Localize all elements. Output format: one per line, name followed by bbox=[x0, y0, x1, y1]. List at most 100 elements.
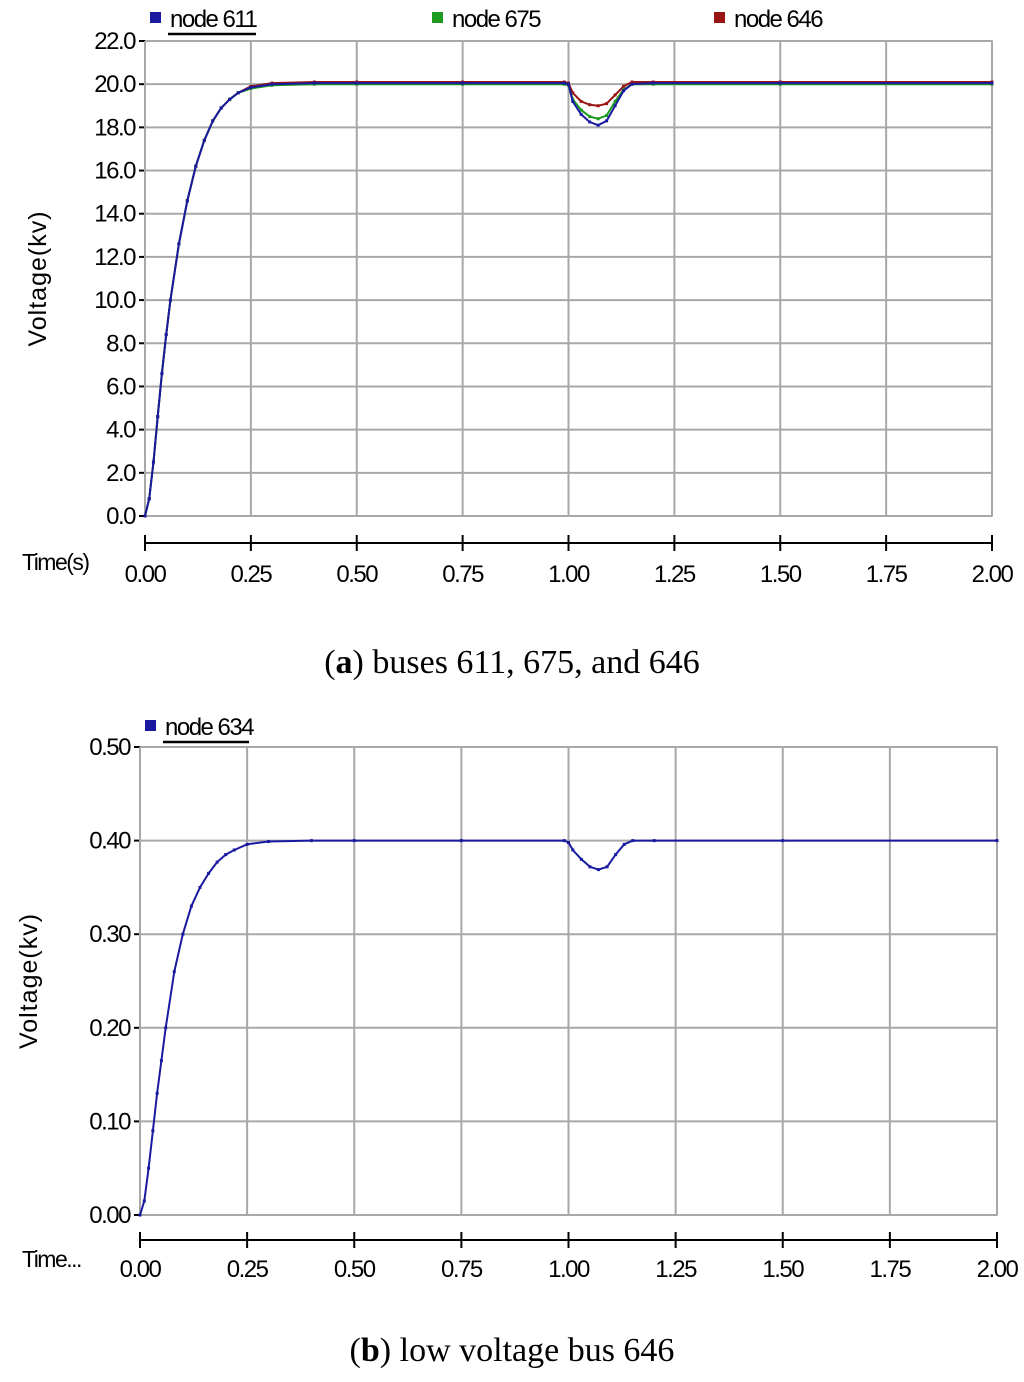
y-tick-label: 0.40 bbox=[89, 828, 131, 855]
data-point bbox=[605, 102, 609, 106]
data-point bbox=[605, 113, 609, 117]
data-point bbox=[181, 932, 185, 936]
data-point bbox=[579, 112, 583, 116]
data-point bbox=[630, 82, 634, 86]
data-point bbox=[172, 970, 176, 974]
y-tick-label: 22.0 bbox=[94, 28, 136, 55]
data-point bbox=[579, 99, 583, 103]
y-tick-label: 16.0 bbox=[94, 158, 136, 185]
data-point bbox=[219, 106, 223, 110]
y-tick-label: 10.0 bbox=[94, 287, 136, 314]
data-point bbox=[147, 1166, 151, 1170]
data-point bbox=[596, 117, 600, 121]
data-point bbox=[596, 104, 600, 108]
x-tick-label: 0.00 bbox=[125, 561, 167, 588]
data-point bbox=[151, 460, 155, 464]
data-point bbox=[571, 848, 575, 852]
data-point bbox=[228, 97, 232, 101]
x-tick-label: 0.00 bbox=[120, 1256, 162, 1283]
data-point bbox=[267, 840, 271, 844]
legend-swatch bbox=[145, 720, 156, 731]
data-point bbox=[622, 89, 626, 93]
y-tick-label: 2.0 bbox=[106, 460, 136, 487]
legend-swatch bbox=[150, 12, 161, 23]
y-tick-label: 0.50 bbox=[89, 734, 131, 761]
data-point bbox=[143, 514, 147, 518]
y-tick-label: 0.0 bbox=[106, 503, 136, 530]
caption-b-text: low voltage bus 646 bbox=[399, 1332, 675, 1369]
y-tick-label: 8.0 bbox=[106, 330, 136, 357]
data-point bbox=[562, 839, 566, 843]
y-tick-label: 0.00 bbox=[89, 1202, 131, 1229]
y-tick-label: 6.0 bbox=[106, 373, 136, 400]
data-point bbox=[622, 842, 626, 846]
data-point bbox=[588, 115, 592, 119]
data-point bbox=[270, 82, 274, 86]
y-tick-label: 4.0 bbox=[106, 417, 136, 444]
legend-swatch bbox=[714, 12, 725, 23]
data-point bbox=[215, 860, 219, 864]
data-point bbox=[622, 84, 626, 88]
data-point bbox=[652, 839, 656, 843]
data-point bbox=[579, 108, 583, 112]
data-point bbox=[138, 1213, 142, 1217]
data-point bbox=[614, 853, 618, 857]
panel-a-chart: 0.0 2.0 4.0 6.0 8.0 10.0 12.0 14.0 16.0 18.0 20.0 2… bbox=[22, 6, 1015, 588]
x-tick-label: 2.00 bbox=[972, 561, 1014, 588]
data-point bbox=[567, 840, 570, 844]
panel-b-chart: 0.00 0.10 0.20 0.30 0.40 0.50 0.00 0.25 0.50 0.75… bbox=[15, 714, 1020, 1283]
y-axis-title: Voltage(kv) bbox=[15, 913, 43, 1049]
data-point bbox=[613, 93, 617, 97]
data-point bbox=[781, 839, 785, 843]
x-tick-label: 1.75 bbox=[870, 1256, 912, 1283]
data-point bbox=[613, 99, 617, 103]
data-point bbox=[588, 103, 592, 107]
y-tick-label: 0.30 bbox=[89, 921, 131, 948]
data-point bbox=[571, 91, 575, 95]
data-point bbox=[155, 1091, 159, 1095]
data-point bbox=[352, 839, 356, 843]
legend-label: node 675 bbox=[452, 6, 541, 33]
legend-label: node 634 bbox=[165, 714, 254, 741]
caption-a-text: buses 611, 675, and 646 bbox=[372, 644, 700, 681]
data-point bbox=[995, 839, 999, 843]
data-point bbox=[160, 372, 164, 375]
y-tick-label: 0.10 bbox=[89, 1108, 131, 1135]
data-point bbox=[202, 138, 206, 142]
data-point bbox=[189, 904, 193, 908]
data-point bbox=[630, 80, 634, 84]
data-point bbox=[596, 868, 600, 872]
data-point bbox=[613, 104, 617, 108]
y-tick-label: 20.0 bbox=[94, 71, 136, 98]
y-tick-label: 0.20 bbox=[89, 1015, 131, 1042]
x-tick-label: 1.50 bbox=[760, 561, 802, 588]
x-tick-label: 0.50 bbox=[336, 561, 378, 588]
data-point bbox=[142, 1199, 146, 1203]
data-point bbox=[312, 81, 316, 85]
x-tick-label: 1.00 bbox=[548, 1256, 590, 1283]
caption-b-letter: b bbox=[360, 1332, 380, 1369]
x-tick-label: 0.25 bbox=[227, 1256, 269, 1283]
data-point bbox=[778, 81, 782, 85]
data-point bbox=[588, 120, 592, 124]
data-point bbox=[177, 242, 181, 246]
data-point bbox=[571, 99, 575, 103]
data-point bbox=[236, 91, 240, 95]
x-tick-label: 1.50 bbox=[762, 1256, 804, 1283]
data-point bbox=[567, 82, 570, 86]
x-tick-label: 2.00 bbox=[977, 1256, 1019, 1283]
data-point bbox=[562, 81, 566, 85]
data-point bbox=[207, 871, 211, 875]
x-tick-label: 0.50 bbox=[334, 1256, 376, 1283]
data-point bbox=[605, 865, 609, 869]
legend-label: node 611 bbox=[170, 6, 257, 33]
x-axis-title: Time(s) bbox=[22, 549, 89, 575]
legend-label: node 646 bbox=[734, 6, 823, 33]
caption-b: (b) low voltage bus 646 bbox=[349, 1332, 675, 1369]
x-tick-label: 1.00 bbox=[548, 561, 590, 588]
x-tick-label: 1.25 bbox=[655, 1256, 697, 1283]
data-point bbox=[147, 497, 151, 501]
data-point bbox=[211, 119, 215, 123]
caption-a: (a) buses 611, 675, and 646 bbox=[324, 644, 700, 681]
